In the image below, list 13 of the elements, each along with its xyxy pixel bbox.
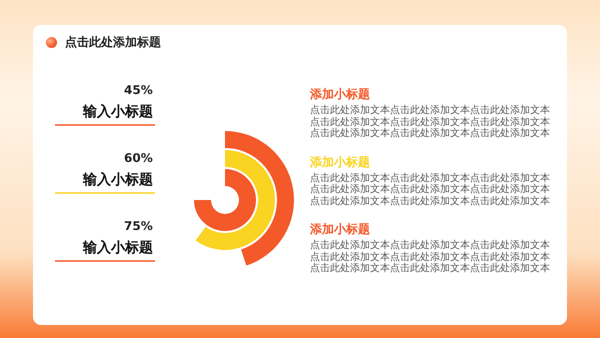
- category-label: 输入小标题: [82, 172, 153, 188]
- text: 点击此处添加标题: [65, 34, 161, 51]
- text: 点击此处添加文本点击此处添加文本点击此处添加文本点击此处添加文本点击此处添加文本点击此处添加文本点击此处添加文本点击此处添加文本点击此处添加文本: [310, 240, 551, 274]
- text: 添加小标题: [310, 86, 371, 103]
- text: 点击此处添加文本点击此处添加文本点击此处添加文本点击此处添加文本点击此处添加文本点击此处添加文本点击此处添加文本点击此处添加文本点击此处添加文本: [310, 105, 551, 140]
- data-label: 60%: [124, 151, 153, 165]
- data-label: 75%: [124, 219, 153, 233]
- data-label: 45%: [124, 83, 153, 97]
- text: 添加小标题: [310, 154, 371, 170]
- category-label: 输入小标题: [82, 240, 153, 256]
- category-label: 输入小标题: [82, 104, 153, 120]
- text: 添加小标题: [310, 221, 371, 238]
- text: 点击此处添加文本点击此处添加文本点击此处添加文本点击此处添加文本点击此处添加文本点击此处添加文本点击此处添加文本点击此处添加文本点击此处添加文本: [310, 172, 551, 207]
